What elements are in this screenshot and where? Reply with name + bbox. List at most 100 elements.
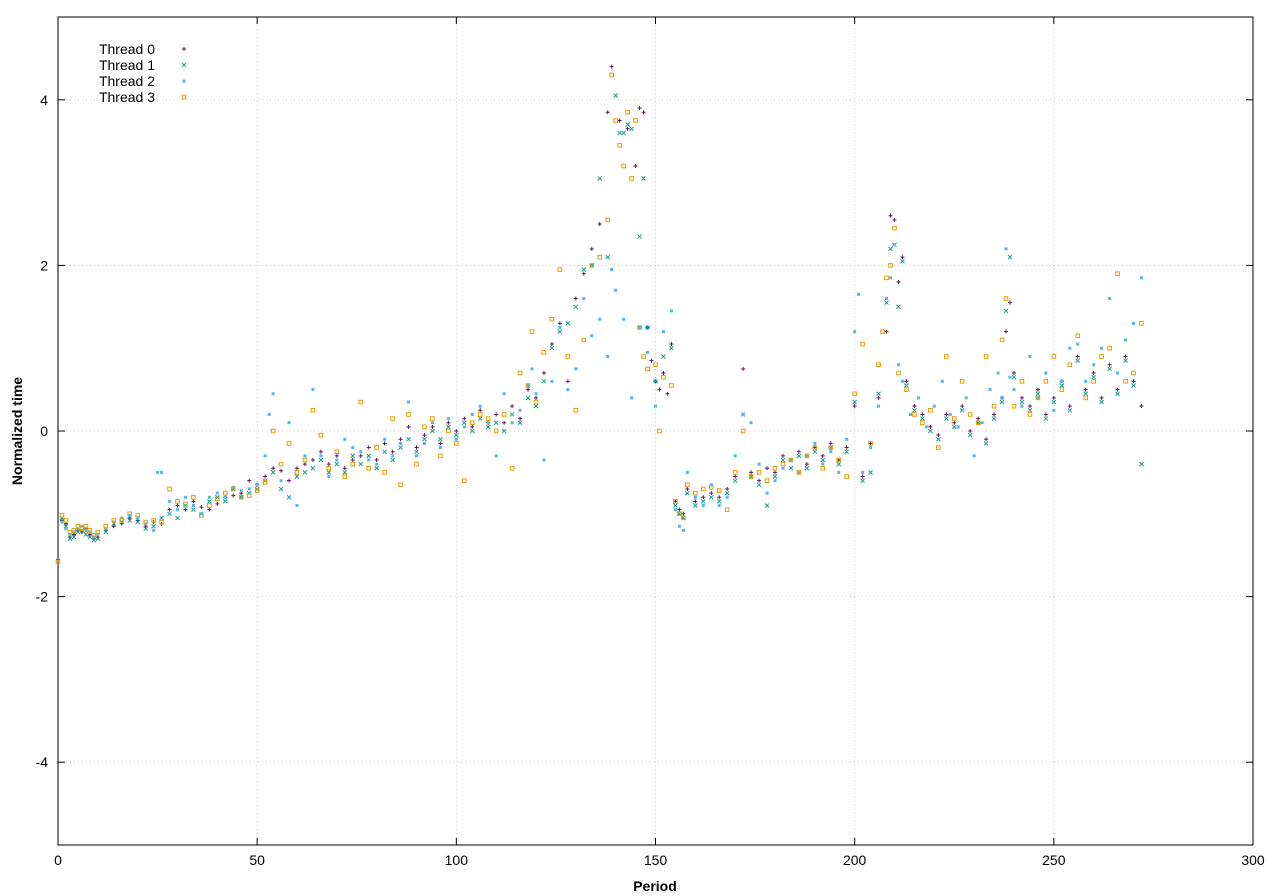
data-point: [462, 478, 467, 483]
data-point: [493, 428, 499, 434]
data-point: [549, 342, 554, 347]
data-point: [813, 441, 817, 445]
data-point: [685, 486, 690, 491]
data-point: [1123, 358, 1128, 363]
data-point: [83, 532, 89, 537]
data-point: [951, 424, 957, 430]
data-point: [509, 412, 515, 417]
data-point: [382, 441, 387, 446]
data-point: [222, 499, 228, 504]
data-point: [927, 428, 933, 434]
data-point: [638, 326, 642, 329]
y-tick-label: -2: [36, 589, 49, 605]
data-point: [622, 317, 626, 321]
data-point: [716, 488, 722, 493]
data-point: [573, 304, 579, 310]
data-point: [606, 354, 610, 358]
data-point: [286, 441, 292, 446]
data-point: [649, 358, 654, 363]
data-point: [223, 495, 227, 499]
data-point: [804, 453, 810, 459]
data-point: [1083, 395, 1089, 401]
data-point: [693, 499, 698, 504]
data-point: [159, 515, 164, 521]
data-point: [534, 395, 538, 400]
data-point: [857, 292, 861, 296]
data-point: [310, 408, 316, 413]
data-point: [91, 533, 97, 538]
data-point: [788, 457, 794, 463]
data-point: [406, 412, 411, 417]
data-point: [589, 263, 595, 268]
data-point: [191, 504, 195, 508]
data-point: [1067, 404, 1072, 409]
data-point: [708, 485, 714, 490]
data-point: [724, 490, 730, 496]
data-point: [1008, 300, 1013, 305]
data-point: [87, 528, 93, 533]
data-point: [518, 408, 522, 412]
data-point: [326, 462, 331, 467]
data-point: [135, 513, 140, 518]
data-point: [893, 243, 896, 247]
data-point: [406, 436, 411, 442]
data-point: [1003, 296, 1009, 301]
legend-label: Thread 2: [99, 73, 155, 89]
data-point: [167, 511, 172, 517]
data-point: [581, 271, 586, 276]
data-point: [350, 457, 355, 462]
data-point: [279, 479, 283, 483]
data-point: [501, 428, 507, 434]
data-point: [757, 478, 762, 483]
data-point: [375, 462, 379, 466]
data-point: [238, 494, 244, 500]
data-point: [215, 501, 220, 506]
series-thread-3: [55, 72, 1144, 565]
data-point: [382, 449, 387, 455]
data-point: [988, 388, 992, 392]
data-point: [677, 507, 682, 512]
data-point: [438, 441, 443, 446]
data-point: [999, 337, 1005, 343]
data-point: [1043, 412, 1048, 417]
data-point: [709, 483, 713, 487]
data-point: [207, 499, 212, 504]
data-point: [407, 400, 411, 404]
data-point: [637, 106, 642, 111]
data-point: [912, 412, 917, 417]
data-point: [625, 126, 630, 131]
data-point: [669, 342, 674, 347]
data-point: [852, 399, 858, 405]
data-point: [936, 433, 941, 438]
data-point: [335, 458, 339, 462]
data-point: [797, 470, 801, 474]
data-point: [1100, 346, 1104, 350]
data-point: [685, 490, 690, 496]
data-point: [1044, 371, 1048, 375]
data-point: [641, 354, 646, 359]
data-point: [1075, 358, 1081, 363]
data-point: [230, 486, 236, 492]
data-point: [327, 475, 331, 479]
data-point: [597, 222, 602, 226]
data-point: [151, 518, 156, 523]
data-point: [732, 478, 738, 484]
data-point: [477, 412, 483, 417]
data-point: [844, 445, 849, 450]
data-point: [944, 412, 949, 417]
data-point: [677, 524, 681, 528]
data-point: [828, 445, 834, 450]
data-point: [701, 495, 706, 500]
data-point: [557, 329, 563, 334]
data-point: [295, 504, 299, 508]
data-point: [820, 453, 825, 458]
data-point: [943, 354, 949, 359]
data-point: [740, 428, 746, 434]
data-point: [1060, 379, 1064, 383]
data-point: [884, 275, 889, 281]
data-point: [359, 450, 363, 454]
data-point: [1099, 399, 1104, 405]
data-point: [1108, 297, 1112, 301]
data-point: [83, 523, 89, 529]
data-point: [621, 163, 626, 169]
